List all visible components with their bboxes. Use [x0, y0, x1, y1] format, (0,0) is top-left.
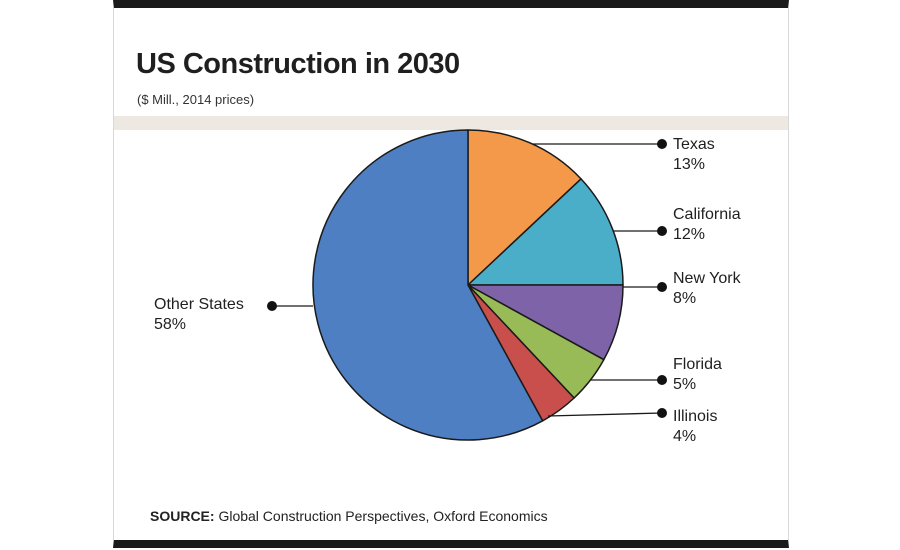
pie-slice-other-states — [312, 129, 544, 441]
slice-value-other-states: 58% — [154, 316, 186, 333]
source-label: SOURCE: — [150, 508, 215, 524]
source-note: SOURCE: Global Construction Perspectives… — [150, 508, 548, 524]
pie-slice-texas — [467, 129, 582, 286]
leader-dot-illinois — [657, 408, 667, 418]
leader-line-illinois — [547, 412, 663, 417]
slice-value-texas: 13% — [673, 156, 705, 173]
slice-label-california: California — [673, 206, 741, 223]
source-text: Global Construction Perspectives, Oxford… — [218, 508, 548, 524]
chart-title: US Construction in 2030 — [136, 48, 460, 80]
leader-dot-other-states — [267, 301, 277, 311]
slice-value-florida: 5% — [673, 376, 696, 393]
slice-label-new-york: New York — [673, 270, 742, 287]
slice-value-new-york: 8% — [673, 290, 696, 307]
leader-dot-california — [657, 226, 667, 236]
slice-label-texas: Texas — [673, 136, 715, 153]
slice-label-other-states: Other States — [154, 296, 244, 313]
header-divider-band — [114, 116, 788, 130]
leader-dot-texas — [657, 139, 667, 149]
leader-dot-florida — [657, 375, 667, 385]
slice-value-california: 12% — [673, 226, 705, 243]
slice-label-florida: Florida — [673, 356, 722, 373]
leader-dot-new-york — [657, 282, 667, 292]
slice-value-illinois: 4% — [673, 428, 696, 445]
chart-frame: US Construction in 2030 ($ Mill., 2014 p… — [113, 0, 789, 548]
chart-subtitle: ($ Mill., 2014 prices) — [137, 92, 255, 107]
pie-slice-california — [467, 178, 624, 286]
slice-label-illinois: Illinois — [673, 408, 717, 425]
